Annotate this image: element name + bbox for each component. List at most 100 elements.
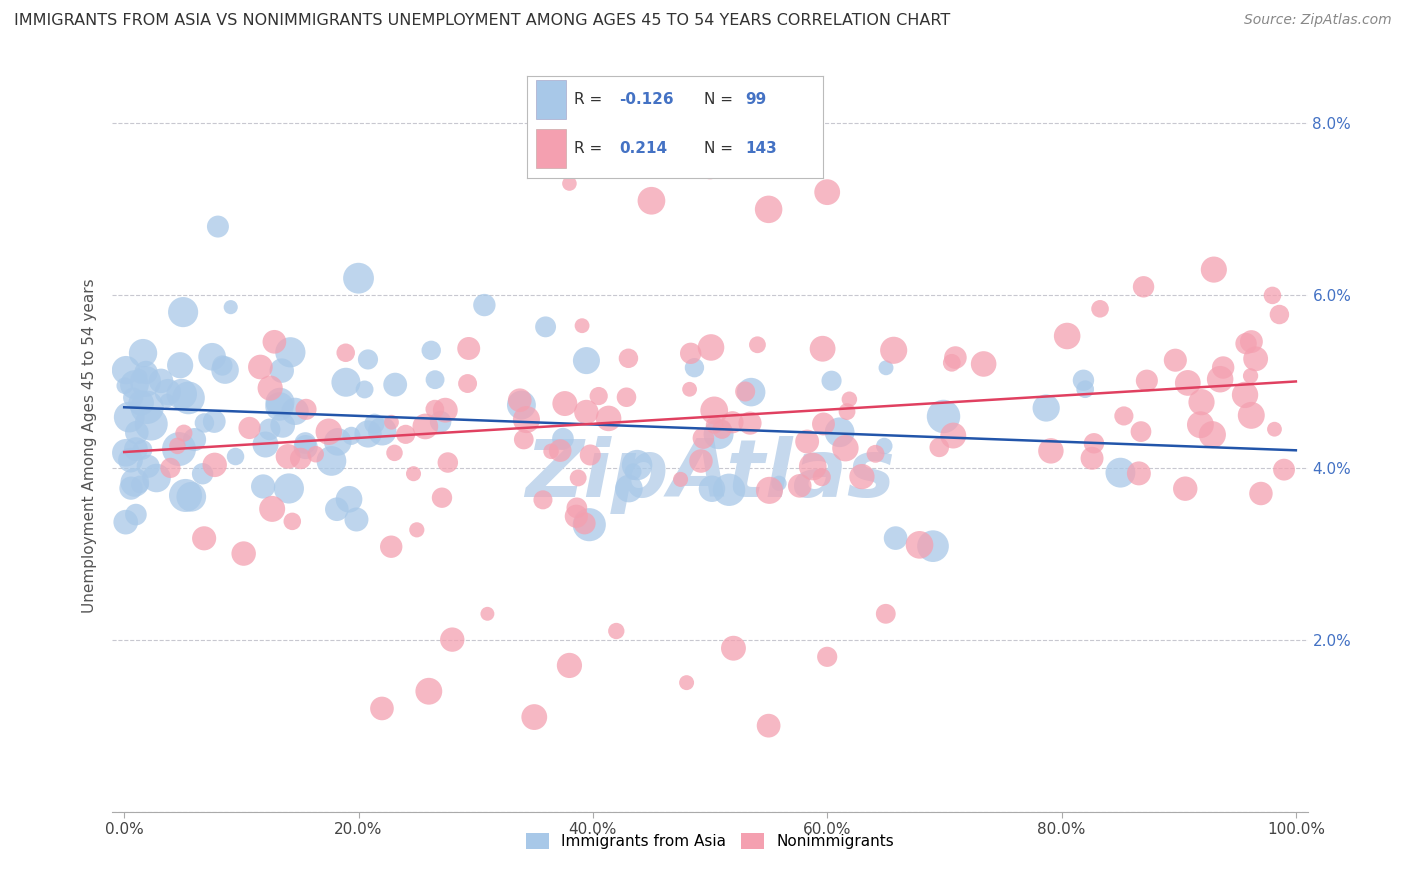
Point [125,508,148,522]
Point [1083,436,1105,450]
Point [640,194,662,208]
Point [838,392,860,407]
Point [707,427,730,442]
Text: 143: 143 [745,141,778,156]
Point [579,448,602,462]
Point [405,523,427,537]
Point [1035,401,1057,415]
Point [457,342,479,356]
Point [136,459,159,474]
Point [252,479,274,493]
Point [1250,486,1272,500]
Point [758,719,780,733]
Point [815,649,838,664]
Point [141,417,163,431]
Point [115,363,138,377]
Point [269,395,291,409]
Point [335,345,357,359]
Point [131,442,153,457]
Point [575,405,598,419]
Point [1202,262,1225,277]
Point [1191,395,1213,409]
Point [703,403,725,417]
Point [884,531,907,545]
Point [758,202,780,217]
Point [174,488,197,502]
Point [1109,466,1132,480]
Point [128,477,150,491]
Point [418,684,440,698]
Point [810,470,832,484]
Point [1174,482,1197,496]
Point [1132,280,1154,294]
Point [156,385,179,400]
Point [796,434,818,449]
Point [129,396,152,410]
Point [353,383,375,397]
Point [434,403,457,417]
Point [718,483,741,497]
Point [683,360,706,375]
Point [509,393,531,408]
Point [811,342,834,356]
Point [122,391,145,405]
Point [865,447,887,461]
Point [598,411,620,425]
Point [125,425,148,440]
Point [734,384,756,399]
Point [540,444,562,458]
Point [262,502,284,516]
Point [1177,376,1199,390]
Point [219,300,242,314]
Point [554,396,576,410]
Point [678,382,700,396]
Text: N =: N = [704,92,734,107]
Point [1234,336,1257,351]
Point [290,451,312,466]
Point [145,471,167,485]
Point [457,376,479,391]
Point [828,425,851,440]
Point [558,658,581,673]
Point [531,492,554,507]
Point [193,416,215,430]
Point [835,404,858,418]
Point [202,415,225,429]
Point [834,441,856,455]
Point [851,469,873,483]
Point [758,483,780,498]
Point [477,607,499,621]
Point [346,512,368,526]
Bar [536,129,565,168]
Point [172,305,194,319]
Point [232,547,254,561]
Point [626,458,648,472]
Point [973,357,995,371]
Point [1081,451,1104,466]
Point [169,358,191,372]
Text: N =: N = [704,141,734,156]
Point [1130,425,1153,439]
Point [942,428,965,442]
Point [548,443,571,458]
Point [703,418,725,433]
Point [617,351,640,366]
Point [1056,329,1078,343]
Point [159,461,181,475]
Point [280,345,302,359]
Point [768,476,790,491]
Point [180,490,202,504]
Point [384,446,406,460]
Point [574,516,596,531]
Text: Source: ZipAtlas.com: Source: ZipAtlas.com [1244,13,1392,28]
Point [318,425,340,439]
Point [883,343,905,358]
Point [692,431,714,445]
Point [932,409,955,424]
Point [815,185,838,199]
Point [263,334,285,349]
Point [136,401,159,415]
Point [908,538,931,552]
Point [371,424,394,438]
Point [474,298,496,312]
